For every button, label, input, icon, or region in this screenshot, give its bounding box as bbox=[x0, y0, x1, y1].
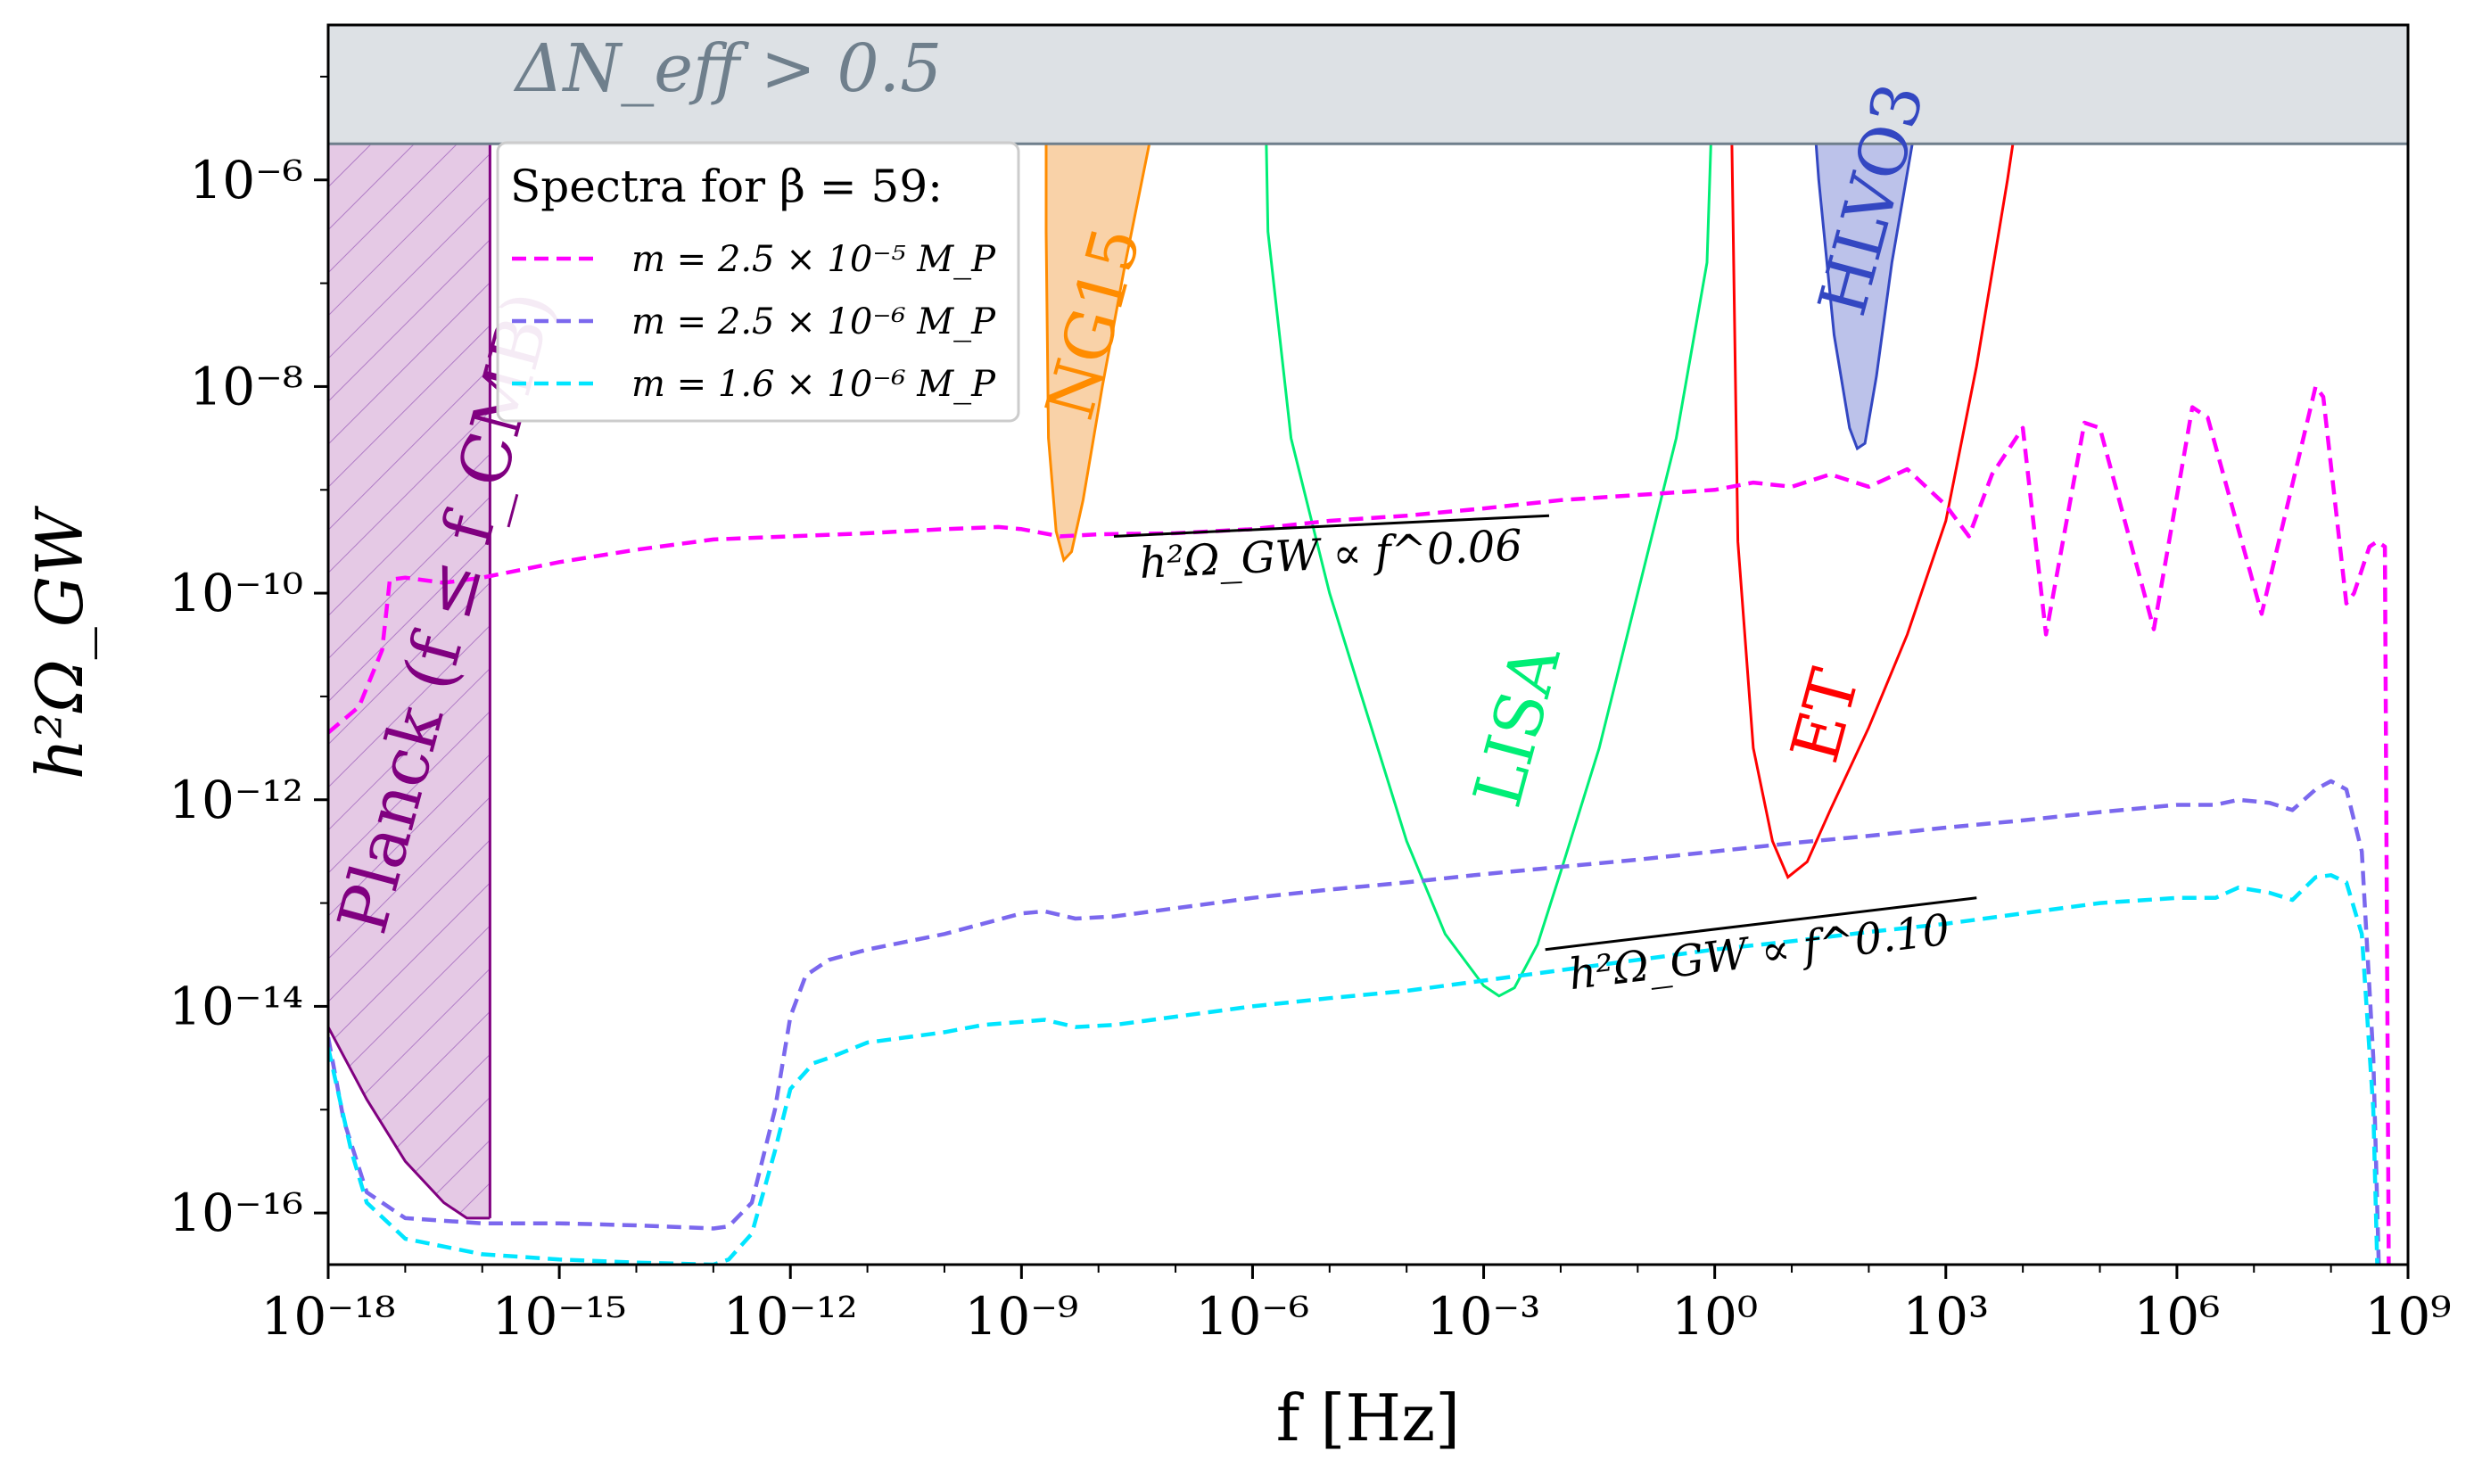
legend-box bbox=[496, 141, 1020, 423]
x-tick-label-8: 10⁶ bbox=[2133, 1286, 2220, 1347]
et-label: ET bbox=[1777, 662, 1875, 771]
y-tick-label-5: 10⁻⁶ bbox=[189, 150, 303, 210]
x-tick-label-2: 10⁻¹² bbox=[723, 1286, 858, 1347]
legend-label-0: m = 2.5 × 10⁻⁵ M_P bbox=[631, 239, 996, 280]
et-region bbox=[1728, 25, 2033, 880]
y-tick-label-4: 10⁻⁸ bbox=[189, 356, 303, 416]
x-tick-label-9: 10⁹ bbox=[2364, 1286, 2451, 1347]
y-axis-label: h²Ω_GW bbox=[22, 506, 97, 779]
y-tick-label-1: 10⁻¹⁴ bbox=[169, 976, 303, 1036]
legend-title: Spectra for β = 59: bbox=[510, 161, 943, 212]
x-axis-label: f [Hz] bbox=[1276, 1381, 1460, 1455]
y-tick-label-0: 10⁻¹⁶ bbox=[169, 1183, 303, 1243]
lisa-label: LISA bbox=[1459, 636, 1576, 814]
planck-lower-boundary bbox=[328, 1026, 491, 1220]
planck-hatch bbox=[328, 25, 491, 1218]
y-tick-label-3: 10⁻¹⁰ bbox=[169, 563, 303, 623]
plot-frame bbox=[326, 23, 2410, 1266]
x-tick-label-4: 10⁻⁶ bbox=[1196, 1286, 1310, 1347]
legend-label-1: m = 2.5 × 10⁻⁶ M_P bbox=[631, 301, 996, 342]
legend-label-2: m = 1.6 × 10⁻⁶ M_P bbox=[631, 364, 996, 405]
x-tick-label-5: 10⁻³ bbox=[1427, 1286, 1541, 1347]
x-tick-label-7: 10³ bbox=[1902, 1286, 1989, 1347]
slope-label-1: h²Ω_GW ∝ f^0.10 bbox=[1566, 905, 1952, 1001]
slope-line-1 bbox=[1545, 896, 1977, 952]
lisa-region bbox=[1262, 25, 1717, 998]
delta-neff-label: ΔN_eff > 0.5 bbox=[513, 30, 942, 107]
x-tick-label-6: 10⁰ bbox=[1671, 1286, 1758, 1347]
x-tick-label-0: 10⁻¹⁸ bbox=[261, 1286, 396, 1347]
delta-neff-region bbox=[328, 25, 2408, 144]
x-tick-label-1: 10⁻¹⁵ bbox=[492, 1286, 627, 1347]
y-tick-label-2: 10⁻¹² bbox=[169, 770, 303, 830]
x-tick-label-3: 10⁻⁹ bbox=[964, 1286, 1078, 1347]
slope-line-0 bbox=[1113, 514, 1550, 538]
series-line-1 bbox=[328, 779, 2381, 1265]
series-line-2 bbox=[328, 873, 2379, 1265]
series-line-0 bbox=[328, 384, 2391, 1265]
